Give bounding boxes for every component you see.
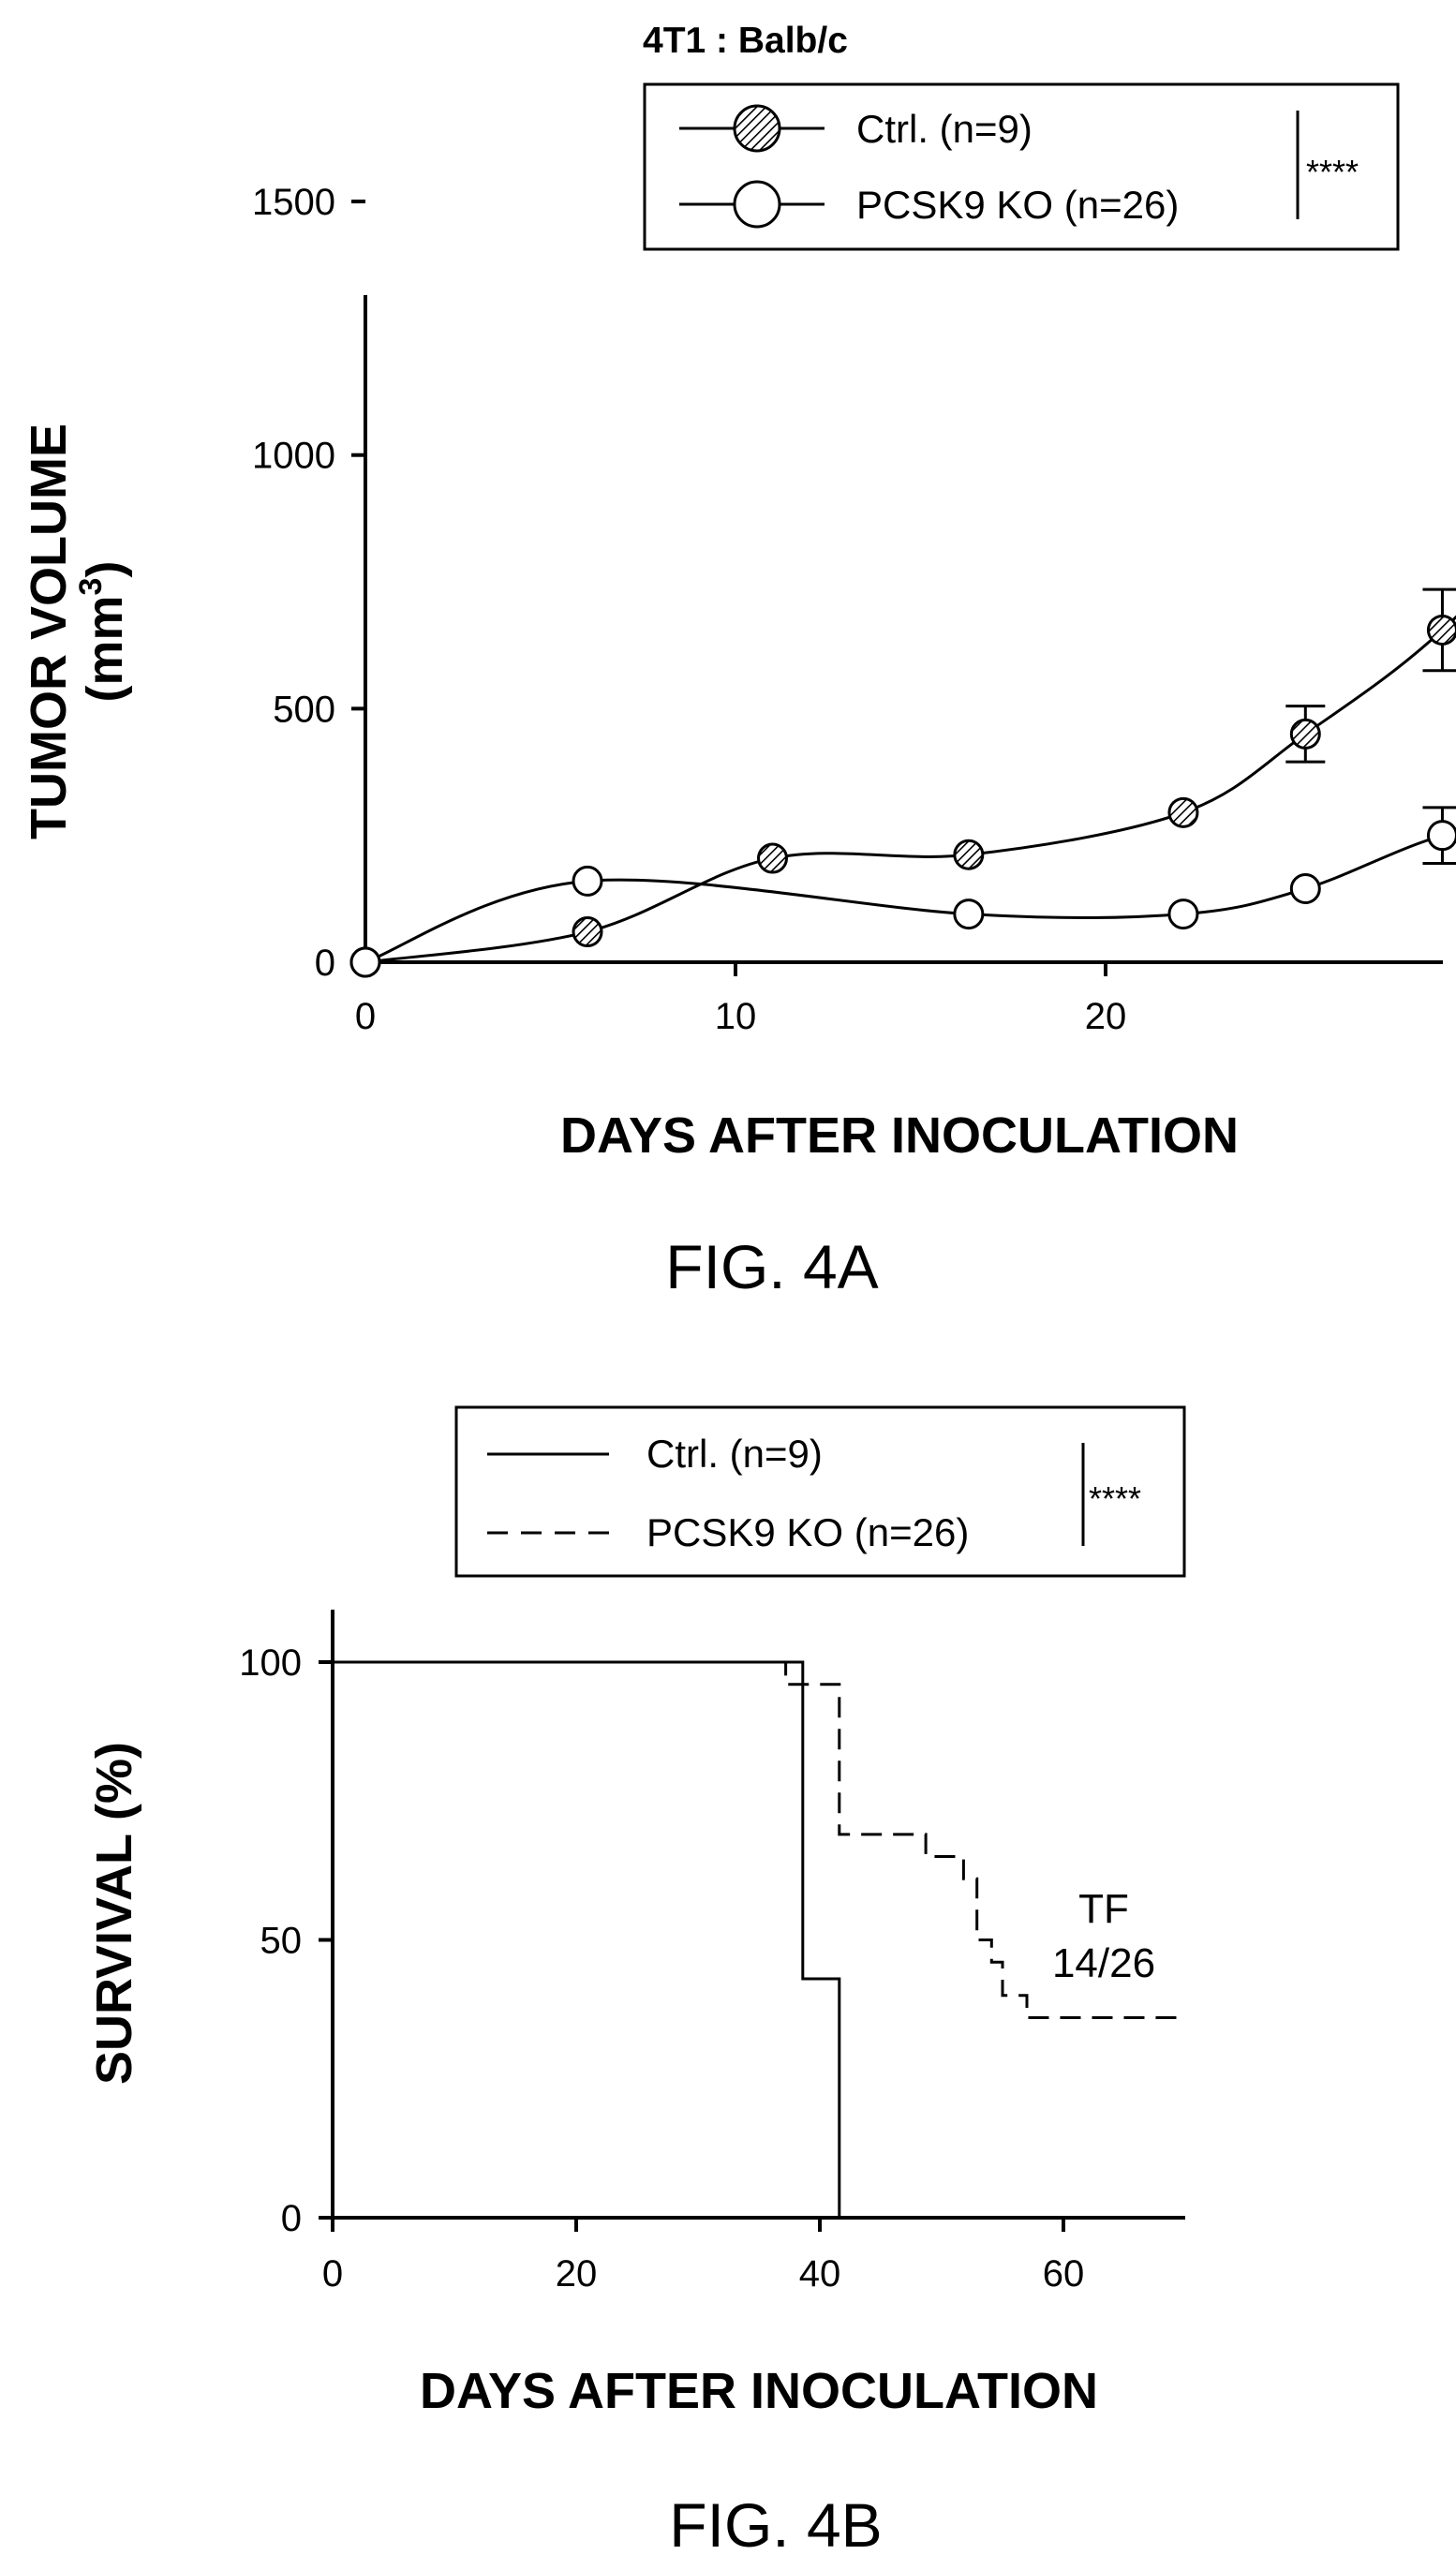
chart-4a-y-tick-label: 1500	[252, 182, 335, 223]
chart-4a-legend-ko-label: PCSK9 KO (n=26)	[856, 183, 1179, 227]
chart-4b-y-tick-label: 100	[239, 1642, 302, 1684]
chart-4b-y-tick-label: 50	[260, 1921, 303, 1962]
chart-4a-point-ctrl	[1289, 718, 1321, 750]
chart-4a-y-tick-label: 0	[315, 943, 335, 984]
chart-4a-y-tick-label: 500	[273, 689, 335, 730]
chart-4b-x-tick-label: 20	[556, 2253, 598, 2295]
chart-4b-x-tick-label: 60	[1043, 2253, 1085, 2295]
chart-4a-point-ctrl	[572, 916, 603, 948]
chart-4a-y-axis-unit: (mm	[77, 595, 133, 702]
chart-4b-series-ctrl-line	[333, 1660, 841, 2218]
chart-4a-point-ctrl	[1426, 614, 1456, 646]
chart-4b-y-tick-label: 0	[281, 2198, 302, 2239]
chart-4b-legend-box	[454, 1405, 1186, 1578]
chart-4a-significance: ****	[1306, 153, 1359, 191]
chart-4b-x-tick-label: 0	[322, 2253, 343, 2295]
chart-4a-x-tick-label: 20	[1085, 996, 1127, 1037]
chart-4a-y-ticks: 0 500 1000 1500	[252, 182, 365, 984]
chart-4b-figure-label: FIG. 4B	[669, 2490, 882, 2555]
chart-4b-x-axis-label: DAYS AFTER INOCULATION	[420, 2363, 1098, 2419]
chart-4a-y-tick-label: 1000	[252, 436, 335, 477]
chart-4a-title: 4T1 : Balb/c	[643, 21, 848, 61]
chart-4a-x-axis-label: DAYS AFTER INOCULATION	[560, 1107, 1239, 1164]
chart-4b-annotation-line1: TF	[1078, 1886, 1129, 1932]
chart-4a-legend-ctrl-label: Ctrl. (n=9)	[856, 107, 1033, 151]
chart-4a-x-tick-label: 30	[1455, 996, 1456, 1037]
chart-4a-point-ko	[1426, 820, 1456, 852]
chart-4b-legend-ctrl-label: Ctrl. (n=9)	[646, 1432, 823, 1476]
chart-4a-legend: Ctrl. (n=9) PCSK9 KO (n=26) ****	[643, 82, 1400, 251]
chart-4a-y-axis-label: TUMOR VOLUME (mm3)	[21, 423, 133, 839]
chart-4a-point-ko	[572, 865, 603, 897]
chart-4b-significance: ****	[1089, 1479, 1141, 1518]
chart-4a-series-ctrl-line	[364, 615, 1456, 964]
chart-4b-annotation-line2: 14/26	[1052, 1940, 1155, 1986]
chart-4a-legend-ctrl-marker	[733, 104, 781, 153]
chart-4a-legend-ko-marker	[733, 180, 781, 229]
chart-4a-point-ctrl	[1167, 796, 1199, 828]
chart-4a-y-axis-label-line2: (mm3)	[73, 561, 133, 703]
chart-4a-legend-box	[643, 82, 1400, 251]
chart-4b-x-tick-label: 40	[799, 2253, 841, 2295]
chart-4a-x-tick-label: 0	[355, 996, 376, 1037]
chart-4a-point-ko	[1167, 899, 1199, 930]
chart-4b-x-ticks: 0 20 40 60	[322, 2218, 1084, 2295]
chart-4a-y-axis-unit-sup: 3	[73, 578, 109, 596]
chart-4a-point-ctrl	[757, 842, 788, 874]
chart-4a-point-ctrl	[953, 839, 985, 870]
chart-4a-y-axis-unit-close: )	[77, 561, 133, 578]
chart-4b-y-axis-label: SURVIVAL (%)	[86, 1742, 142, 2085]
chart-4a-figure-label: FIG. 4A	[665, 1232, 878, 1301]
chart-4a-series	[349, 587, 1456, 978]
chart-4a-point-ko	[1289, 873, 1321, 905]
chart-4a-point-ko	[349, 946, 381, 978]
chart-4b-series-ko-line	[333, 1660, 1185, 2020]
chart-4b-series	[333, 1660, 1185, 2218]
chart-4b-legend: Ctrl. (n=9) PCSK9 KO (n=26) ****	[454, 1405, 1186, 1578]
chart-4b-legend-ko-label: PCSK9 KO (n=26)	[646, 1510, 969, 1554]
chart-4a-x-tick-label: 10	[715, 996, 757, 1037]
chart-4b: Ctrl. (n=9) PCSK9 KO (n=26) **** 050100 …	[86, 1405, 1186, 2555]
chart-4a-point-ko	[953, 899, 985, 930]
chart-4a: 4T1 : Balb/c Ctrl. (n=9) PCSK9 KO (n=26)…	[21, 21, 1456, 1301]
chart-4a-y-axis-label-line1: TUMOR VOLUME	[21, 423, 77, 839]
chart-4a-x-ticks: 010203040	[355, 962, 1456, 1037]
chart-4b-y-ticks: 0 50 100	[239, 1642, 333, 2239]
